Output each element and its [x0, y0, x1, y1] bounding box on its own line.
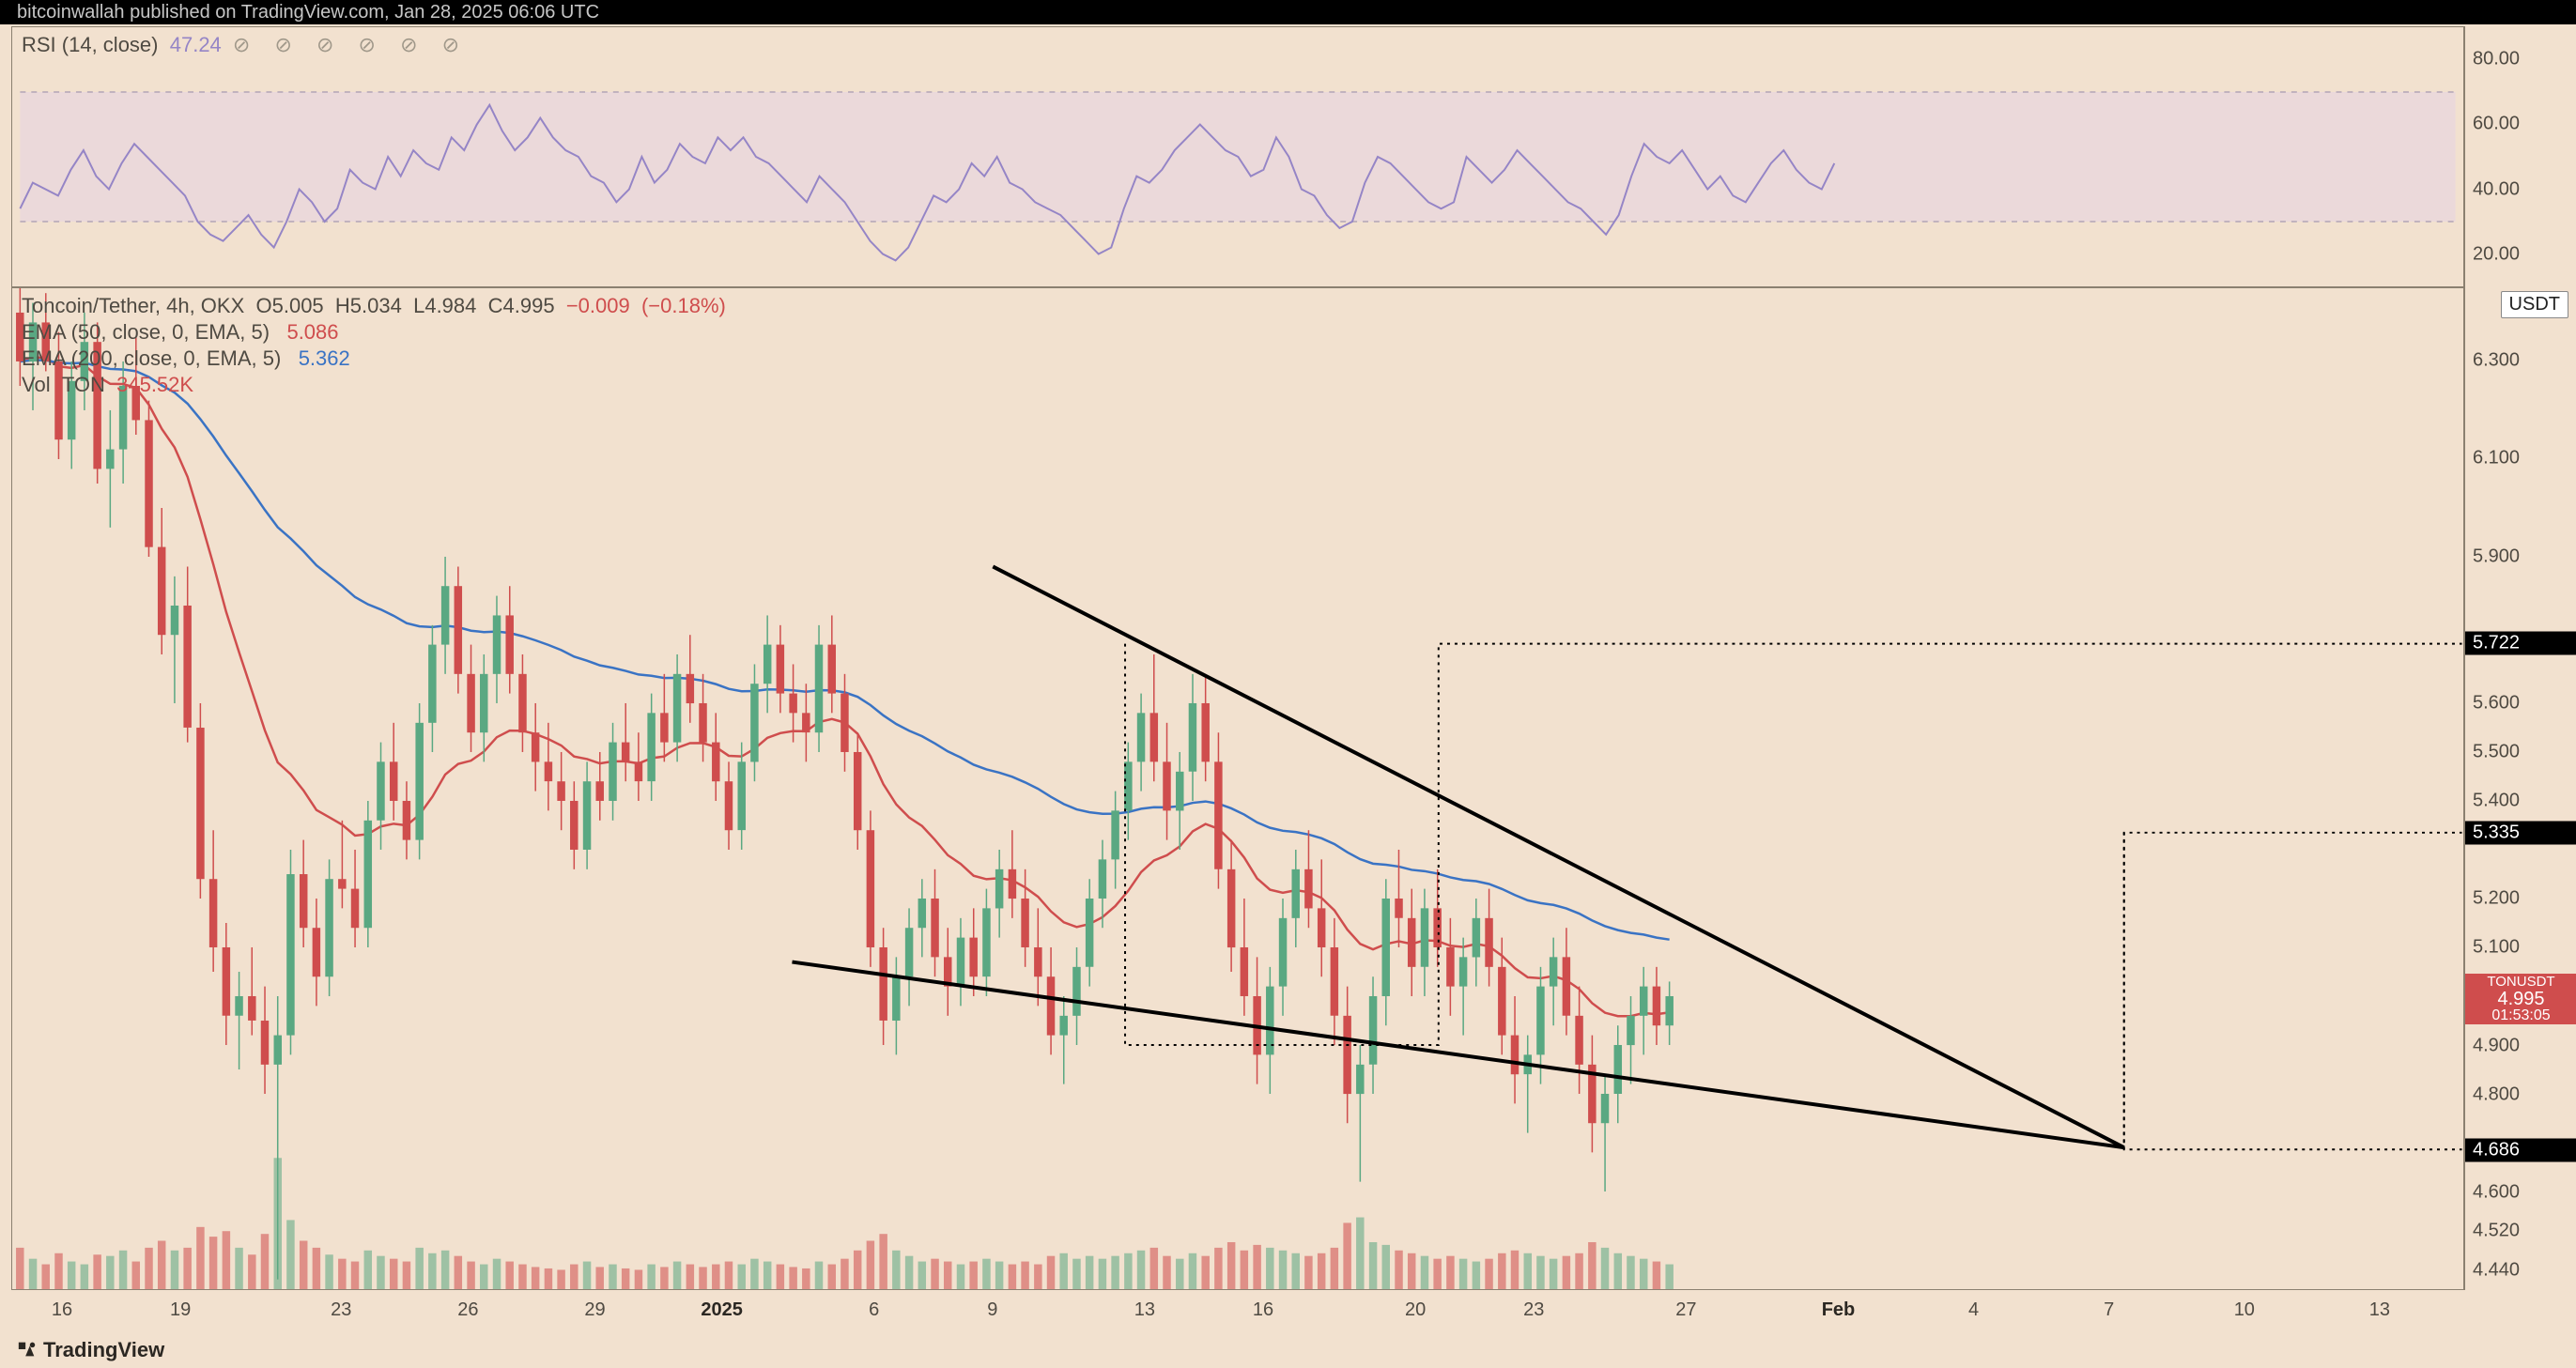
rsi-y-tick: 80.00 — [2473, 48, 2520, 69]
time-tick: 13 — [1134, 1299, 1155, 1321]
ohlc-h: 5.034 — [350, 294, 402, 317]
price-plot — [12, 288, 2463, 1289]
time-tick: 20 — [1405, 1299, 1426, 1321]
price-level-tag: 5.335 — [2465, 821, 2576, 844]
time-tick: 23 — [331, 1299, 351, 1321]
price-y-tick: 4.900 — [2473, 1035, 2520, 1056]
rsi-indicator-toggles[interactable]: ⊘ ⊘ ⊘ ⊘ ⊘ ⊘ — [233, 33, 469, 56]
price-y-tick: 5.500 — [2473, 741, 2520, 762]
time-tick: 4 — [1968, 1299, 1979, 1321]
ema50-value: 5.086 — [286, 320, 338, 344]
current-price-tag: TONUSDT4.99501:53:05 — [2465, 974, 2576, 1024]
tradingview-footer[interactable]: TradingView — [17, 1338, 164, 1362]
rsi-y-axis[interactable]: 80.00 60.00 40.00 20.00 — [2464, 26, 2576, 287]
time-tick: 16 — [1253, 1299, 1273, 1321]
rsi-legend: RSI (14, close) 47.24 ⊘ ⊘ ⊘ ⊘ ⊘ ⊘ — [22, 33, 469, 57]
rsi-y-tick: 60.00 — [2473, 114, 2520, 135]
price-y-tick: 5.100 — [2473, 937, 2520, 959]
vol-sym: TON — [62, 373, 105, 396]
ema200-label: EMA (200, close, 0, EMA, 5) — [22, 346, 281, 370]
price-y-tick: 4.600 — [2473, 1181, 2520, 1203]
ema50-label: EMA (50, close, 0, EMA, 5) — [22, 320, 270, 344]
ohlc-c: 4.995 — [503, 294, 555, 317]
price-y-tick: 4.520 — [2473, 1221, 2520, 1242]
ema200-value: 5.362 — [299, 346, 350, 370]
price-level-tag: 5.722 — [2465, 632, 2576, 655]
main-legend: Toncoin/Tether, 4h, OKX O5.005 H5.034 L4… — [22, 294, 726, 399]
footer-text: TradingView — [43, 1338, 164, 1361]
time-tick: 10 — [2234, 1299, 2255, 1321]
time-tick: 7 — [2104, 1299, 2114, 1321]
ohlc-o: 5.005 — [272, 294, 324, 317]
time-tick: 16 — [52, 1299, 72, 1321]
time-tick: 29 — [584, 1299, 605, 1321]
price-y-tick: 5.400 — [2473, 791, 2520, 812]
price-y-axis[interactable]: 6.300 6.100 5.900 5.600 5.500 5.400 5.200 5.100… — [2464, 287, 2576, 1290]
currency-badge[interactable]: USDT — [2501, 291, 2568, 318]
price-y-tick: 4.440 — [2473, 1260, 2520, 1282]
time-tick: 13 — [2369, 1299, 2390, 1321]
rsi-y-tick: 20.00 — [2473, 244, 2520, 266]
time-tick: 26 — [457, 1299, 478, 1321]
rsi-y-tick: 40.00 — [2473, 178, 2520, 200]
price-y-tick: 5.600 — [2473, 692, 2520, 714]
price-y-tick: 4.800 — [2473, 1084, 2520, 1105]
time-tick: 27 — [1675, 1299, 1696, 1321]
price-panel[interactable]: Toncoin/Tether, 4h, OKX O5.005 H5.034 L4… — [11, 287, 2464, 1290]
price-y-tick: 6.100 — [2473, 448, 2520, 469]
time-tick: 23 — [1523, 1299, 1544, 1321]
price-y-tick: 6.300 — [2473, 350, 2520, 372]
time-tick: 2025 — [701, 1299, 743, 1321]
ohlc-pct: (−0.18%) — [641, 294, 726, 317]
vol-label: Vol — [22, 373, 51, 396]
time-axis[interactable]: 16 19 23 26 29 2025 6 9 13 16 20 23 27 Feb 4 7 10 13 — [11, 1290, 2464, 1333]
ohlc-chg: −0.009 — [566, 294, 630, 317]
price-y-tick: 5.900 — [2473, 546, 2520, 567]
rsi-panel[interactable]: RSI (14, close) 47.24 ⊘ ⊘ ⊘ ⊘ ⊘ ⊘ — [11, 26, 2464, 287]
time-tick: Feb — [1822, 1299, 1856, 1321]
publish-header: bitcoinwallah published on TradingView.c… — [0, 0, 2576, 24]
rsi-label: RSI (14, close) — [22, 33, 159, 56]
chart-root: bitcoinwallah published on TradingView.c… — [0, 0, 2576, 1368]
tradingview-logo-icon — [17, 1339, 38, 1360]
publish-text: bitcoinwallah published on TradingView.c… — [17, 2, 599, 23]
time-tick: 9 — [987, 1299, 997, 1321]
time-tick: 6 — [869, 1299, 879, 1321]
price-level-tag: 4.686 — [2465, 1139, 2576, 1162]
price-y-tick: 5.200 — [2473, 888, 2520, 910]
vol-value: 345.52K — [116, 373, 193, 396]
pair-label: Toncoin/Tether, 4h, OKX — [22, 294, 244, 317]
ohlc-l: 4.984 — [424, 294, 476, 317]
rsi-plot — [12, 27, 2463, 286]
rsi-value: 47.24 — [170, 33, 222, 56]
time-tick: 19 — [170, 1299, 191, 1321]
